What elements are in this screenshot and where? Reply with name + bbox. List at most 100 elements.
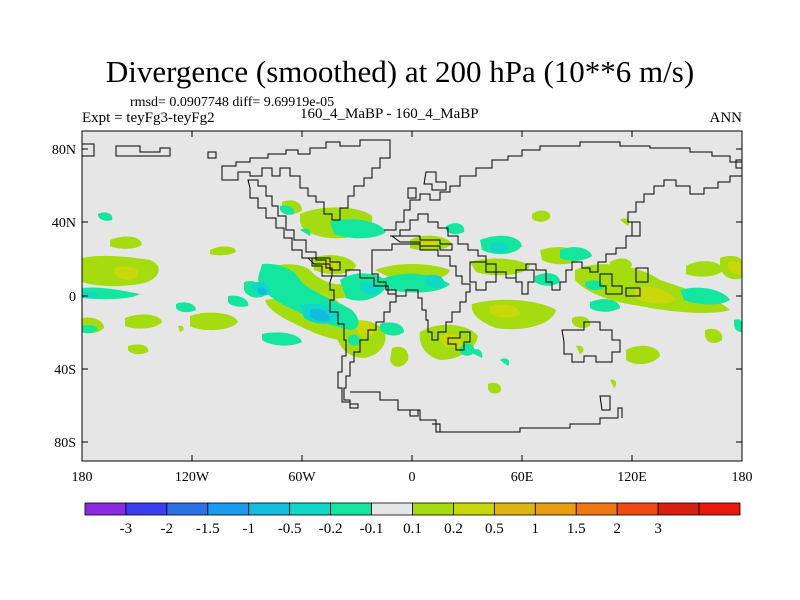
- lon-label: 180: [732, 470, 753, 485]
- colorbar-swatch: [412, 502, 454, 516]
- contour-patch: [425, 274, 445, 289]
- colorbar-swatch: [616, 502, 659, 516]
- experiment-label: Expt = teyFg3-teyFg2: [82, 110, 215, 126]
- coastline: [447, 331, 471, 351]
- colorbar: [84, 502, 741, 516]
- coastline: [409, 409, 419, 417]
- contour-patch: [300, 228, 311, 236]
- lat-label: 0: [69, 290, 76, 305]
- coastline: [407, 187, 417, 199]
- lon-label: 180: [72, 470, 93, 485]
- season-label: ANN: [709, 110, 743, 126]
- contour-patch: [680, 287, 730, 305]
- lon-label: 120E: [617, 470, 647, 485]
- colorbar-swatch: [453, 502, 495, 516]
- coastline: [561, 321, 621, 363]
- contour-patch: [560, 247, 592, 261]
- colorbar-label: 3: [654, 521, 662, 537]
- contour-patch: [380, 322, 404, 336]
- coastline: [390, 235, 453, 251]
- colorbar-swatch: [330, 502, 372, 516]
- colorbar-label: 1: [532, 521, 540, 537]
- contour-patch: [360, 282, 381, 295]
- colorbar-swatch: [657, 502, 700, 516]
- contour-patch: [280, 205, 295, 215]
- colorbar-label: 2: [613, 521, 621, 537]
- contour-patch: [626, 345, 660, 365]
- colorbar-label: -1: [243, 521, 256, 537]
- contour-patch: [576, 345, 584, 354]
- contour-patch: [320, 260, 339, 273]
- contour-patch: [390, 346, 409, 367]
- contour-patch: [532, 210, 551, 222]
- lon-label: 60E: [511, 470, 534, 485]
- coastlines: [82, 139, 742, 433]
- colorbar-label: -0.5: [278, 521, 302, 537]
- contour-patch: [310, 308, 330, 322]
- coastline: [221, 139, 391, 221]
- colorbar-label: -3: [120, 521, 133, 537]
- contour-patch: [262, 332, 302, 346]
- contour-patch: [440, 333, 463, 348]
- contour-patch: [610, 258, 632, 270]
- contour-patch: [470, 258, 530, 276]
- contour-patch: [115, 266, 139, 280]
- colorbar-labels: -3 -2 -1.5 -1 -0.5 -0.2 -0.1 0.1 0.2 0.5 1 1.5 2 3: [120, 521, 662, 537]
- contour-patch: [500, 358, 510, 366]
- colorbar-swatch: [166, 502, 209, 516]
- case-label: 160_4_MaBP - 160_4_MaBP: [300, 106, 479, 122]
- coastline: [247, 179, 333, 277]
- lat-label: 80N: [52, 143, 76, 158]
- coastline: [82, 143, 95, 157]
- coastline: [329, 269, 397, 409]
- colorbar-label: 0.2: [444, 521, 463, 537]
- coastline: [207, 151, 217, 159]
- contour-patch: [734, 319, 742, 332]
- contour-patch: [125, 314, 162, 329]
- contour-patch: [110, 236, 142, 249]
- stats-text: rmsd= 0.0907748 diff= 9.69919e-05: [130, 95, 335, 110]
- coastline: [384, 141, 742, 231]
- coastline: [423, 171, 447, 191]
- colorbar-label: 1.5: [567, 521, 586, 537]
- colorbar-swatch: [371, 502, 413, 516]
- coastline: [469, 261, 497, 291]
- plot-title: Divergence (smoothed) at 200 hPa (10**6 …: [105, 54, 695, 89]
- contour-patch: [190, 312, 238, 331]
- lon-label: 120W: [175, 470, 210, 485]
- contour-patch: [82, 291, 98, 299]
- contour-patch: [210, 246, 236, 256]
- contour-patch: [228, 295, 249, 307]
- coastline: [306, 257, 341, 271]
- contour-patch: [82, 325, 98, 334]
- coastline: [625, 287, 641, 297]
- colorbar-swatch: [289, 502, 332, 516]
- colorbar-swatch: [534, 502, 577, 516]
- contour-patch: [490, 242, 509, 253]
- colorbar-label: -1.5: [196, 521, 220, 537]
- contour-patch: [686, 261, 724, 277]
- colorbar-swatch: [698, 502, 741, 516]
- contour-patch: [98, 212, 113, 221]
- contour-patch: [330, 219, 386, 239]
- contour-patch: [490, 304, 520, 318]
- coastline: [432, 423, 441, 432]
- colorbar-swatch: [493, 502, 536, 516]
- contour-patch: [572, 316, 591, 329]
- colorbar-label: -2: [161, 521, 174, 537]
- contour-patch: [610, 379, 617, 388]
- coastline: [632, 221, 641, 237]
- contour-patch: [488, 382, 502, 394]
- colorbar-swatch: [125, 502, 168, 516]
- coastline: [735, 159, 742, 169]
- contour-patch: [470, 349, 483, 358]
- axis-ticks: [81, 131, 742, 461]
- colorbar-label: -0.2: [319, 521, 343, 537]
- contour-patch: [356, 320, 375, 337]
- colorbar-label: -0.1: [360, 521, 384, 537]
- contour-patch: [635, 286, 676, 304]
- lat-label: 40S: [54, 363, 76, 378]
- contour-patch: [620, 218, 630, 226]
- contour-patch: [585, 280, 604, 291]
